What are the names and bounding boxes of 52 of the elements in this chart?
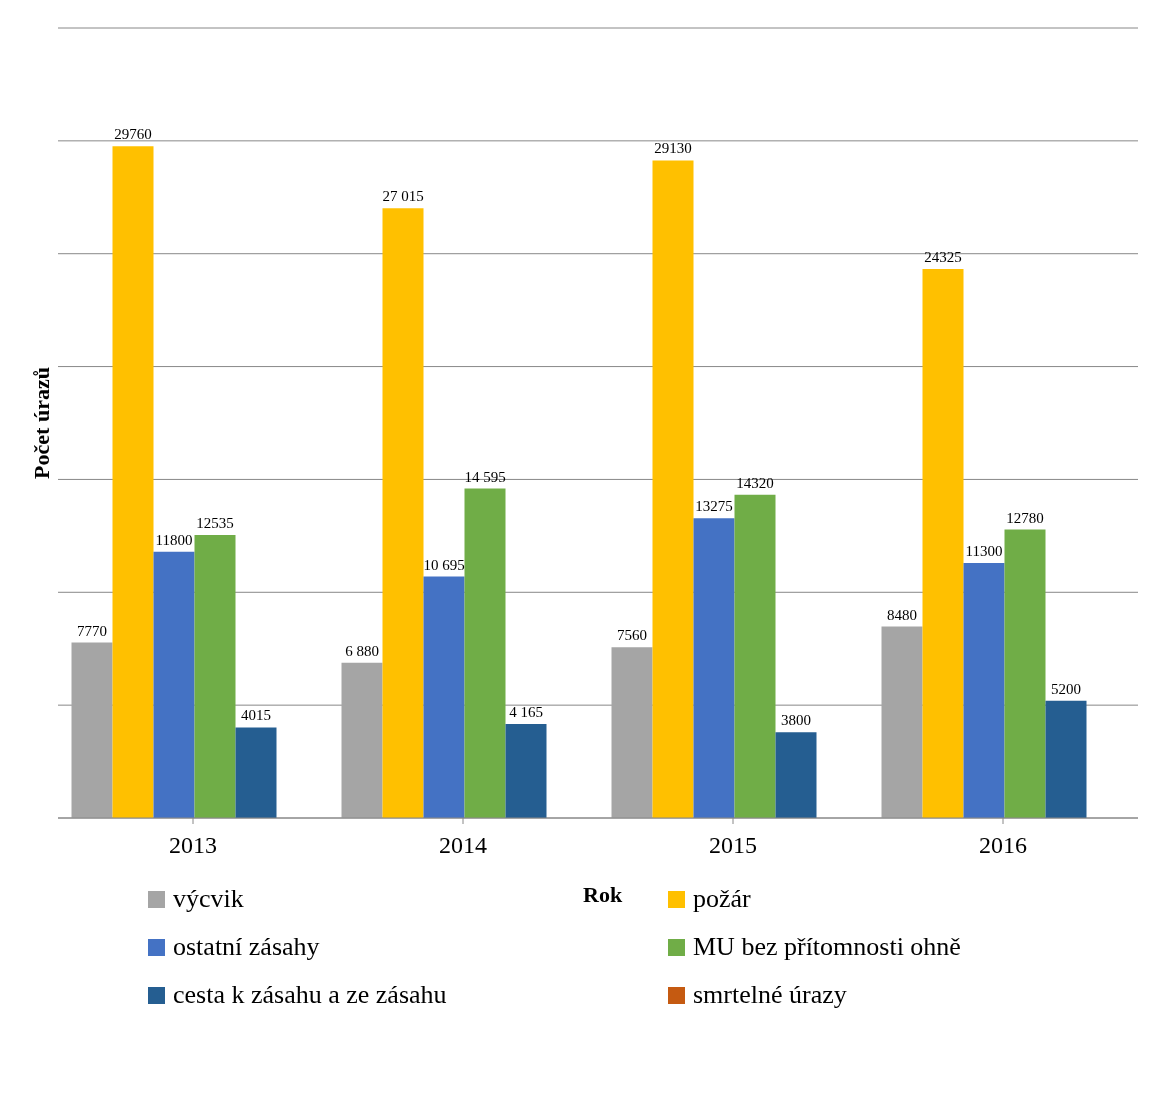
x-tick-label: 2015 (709, 832, 757, 859)
data-label: 12780 (1006, 509, 1044, 526)
data-label: 3800 (781, 712, 811, 729)
data-label: 8480 (887, 606, 917, 623)
bar (693, 518, 735, 818)
bar (341, 662, 383, 818)
data-label: 4015 (241, 707, 271, 724)
legend-label: MU bez přítomnosti ohně (693, 932, 961, 962)
data-label: 29130 (654, 140, 692, 157)
legend-label: požár (693, 884, 751, 914)
data-label: 11800 (155, 531, 193, 548)
data-label: 10 695 (423, 556, 465, 573)
y-axis-title: Počet úrazů (28, 367, 54, 479)
bar (153, 551, 195, 818)
data-label: 24325 (924, 248, 962, 265)
data-label: 29760 (114, 126, 152, 143)
legend-label: cesta k zásahu a ze zásahu (173, 980, 447, 1010)
bar (194, 535, 236, 818)
data-label: 7770 (77, 622, 107, 639)
bar (1045, 700, 1087, 818)
bar (505, 723, 547, 818)
legend-label: výcvik (173, 884, 244, 914)
bar (775, 732, 817, 818)
bar (611, 647, 653, 818)
bar (423, 576, 465, 818)
legend-label: smrtelné úrazy (693, 980, 847, 1010)
data-label: 13275 (695, 498, 733, 515)
bar (734, 494, 776, 818)
bar (112, 146, 154, 818)
data-label: 7560 (617, 627, 647, 644)
bar (382, 208, 424, 818)
data-label: 11300 (965, 542, 1003, 559)
data-label: 14 595 (464, 468, 506, 485)
bar (1004, 529, 1046, 818)
bar (71, 642, 113, 818)
bar (652, 160, 694, 818)
bar (881, 626, 923, 818)
bar (235, 727, 277, 818)
data-label: 5200 (1051, 680, 1081, 697)
x-tick-label: 2016 (979, 832, 1027, 859)
data-label: 6 880 (345, 642, 379, 659)
x-tick-label: 2014 (439, 832, 487, 859)
x-axis-title: Rok (583, 882, 623, 908)
data-label: 12535 (196, 515, 234, 532)
x-tick-label: 2013 (169, 832, 217, 859)
data-label: 4 165 (509, 703, 543, 720)
data-label: 27 015 (382, 188, 424, 205)
bar (464, 488, 506, 818)
bar (963, 562, 1005, 818)
data-label: 14320 (736, 474, 774, 491)
legend-label: ostatní zásahy (173, 932, 320, 962)
bar (922, 268, 964, 818)
